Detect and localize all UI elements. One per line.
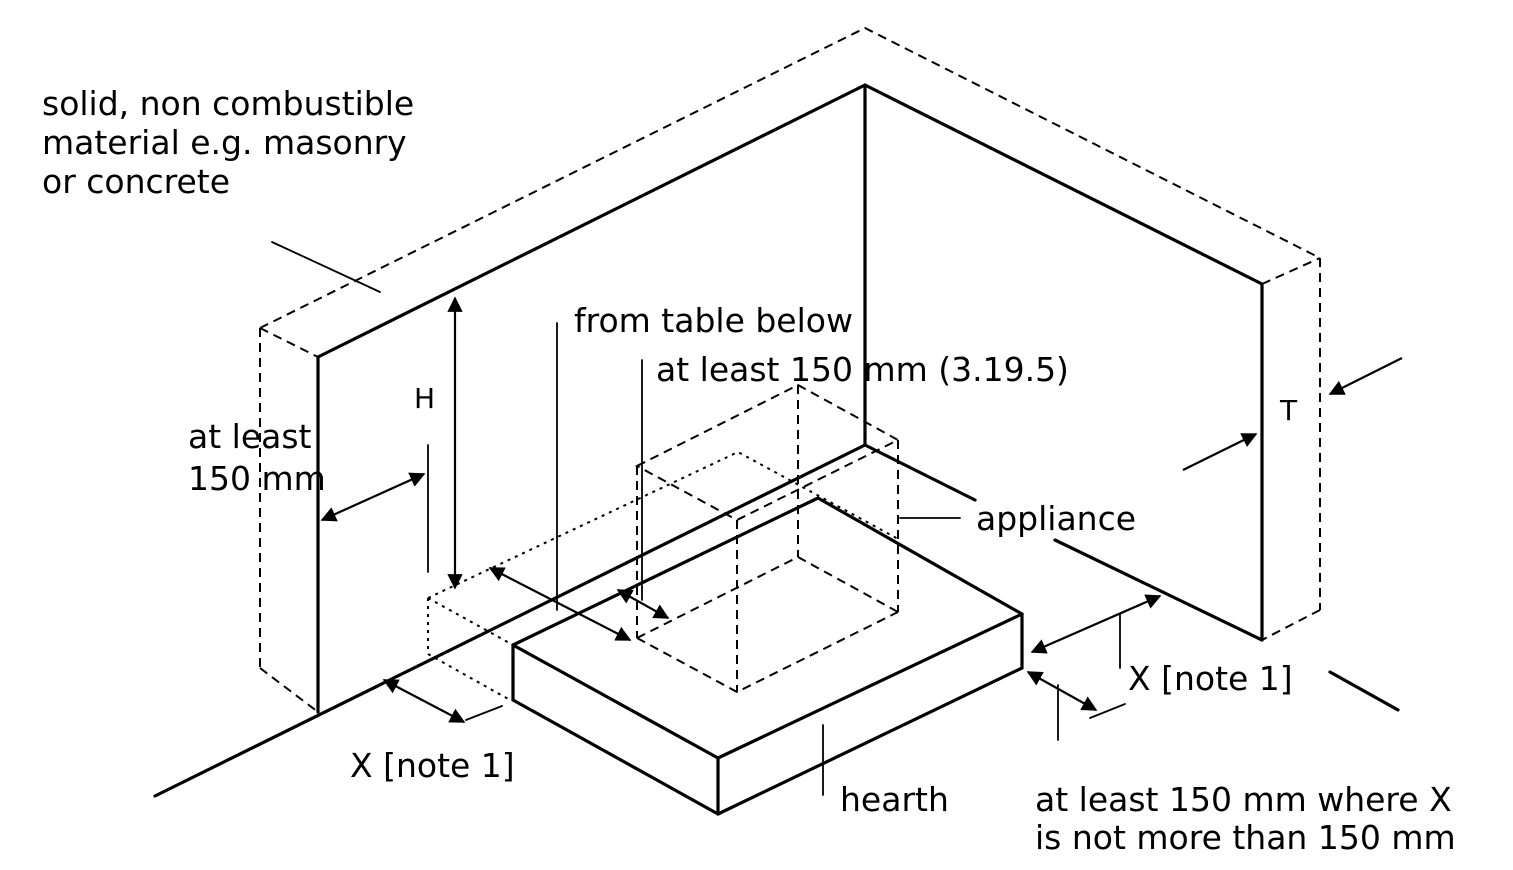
side-clearance-label-line1: at least [188, 417, 312, 456]
side-clearance-label-line2: 150 mm [188, 459, 326, 498]
dimension-arrows [320, 296, 1403, 723]
appliance-clearance-ref-label: at least 150 mm (3.19.5) [656, 350, 1069, 389]
from-table-label: from table below [574, 301, 853, 340]
back-walls [153, 26, 1400, 798]
appliance-box [634, 383, 901, 694]
material-label-line2: material e.g. masonry [42, 123, 407, 162]
thickness-arrow-inner [1182, 433, 1258, 471]
x-right-dimension-arrow [1030, 594, 1162, 654]
corner-note-line1: at least 150 mm where X [1035, 780, 1452, 819]
x-note-left-label: X [note 1] [350, 746, 515, 785]
hearth-slab [511, 496, 1024, 816]
thickness-arrow-outer [1328, 357, 1403, 395]
height-symbol: H [414, 382, 435, 415]
x-left-dimension-arrow [382, 679, 466, 723]
leader-lines [271, 241, 1126, 796]
table-distance-arrow [488, 567, 632, 641]
side-clearance-arrow [320, 472, 426, 522]
thickness-symbol: T [1279, 394, 1298, 427]
diagram-labels: solid, non combustible material e.g. mas… [42, 84, 1456, 857]
appliance-label: appliance [976, 499, 1136, 538]
hearth-label: hearth [840, 780, 949, 819]
material-label-line1: solid, non combustible [42, 84, 414, 123]
x-note-right-label: X [note 1] [1128, 659, 1293, 698]
corner-clearance-arrow [1026, 671, 1098, 711]
corner-note-line2: is not more than 150 mm [1035, 818, 1456, 857]
material-label-line3: or concrete [42, 162, 230, 201]
appliance-hearth-edge-arrow [616, 589, 670, 619]
